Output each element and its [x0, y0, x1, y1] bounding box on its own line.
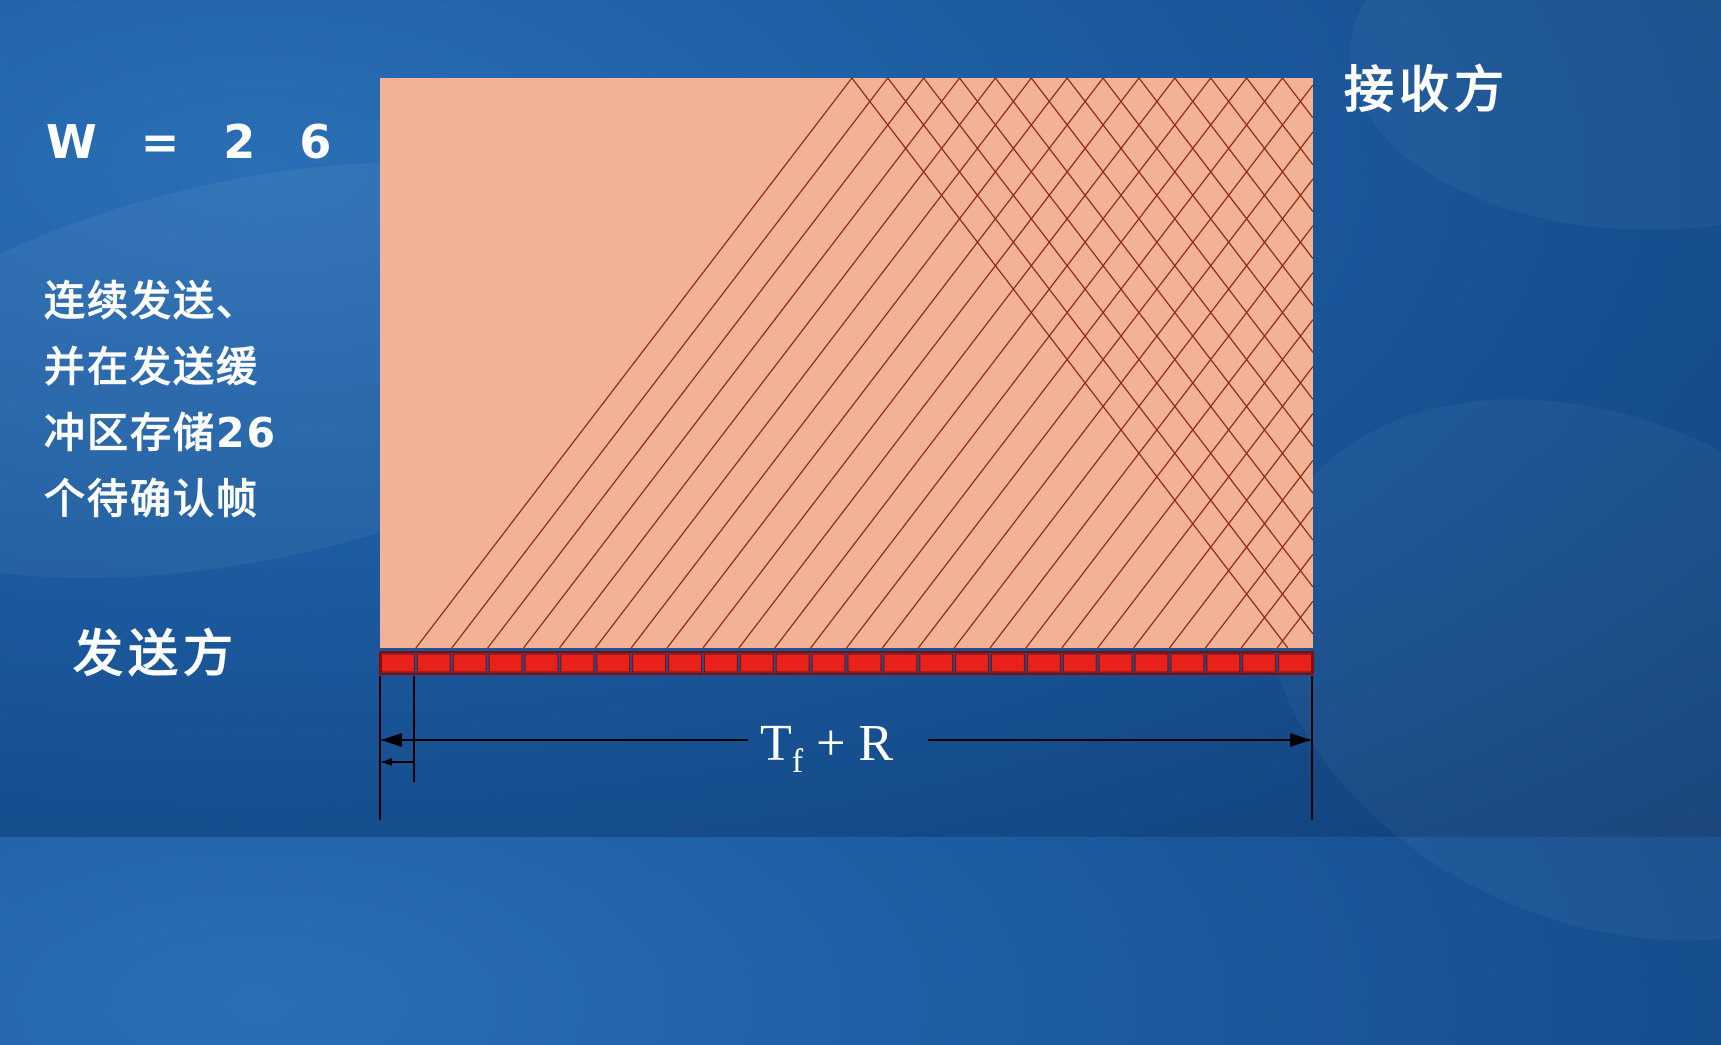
time-label: Tf + R: [760, 715, 893, 780]
frame-block: [703, 653, 738, 673]
frame-block: [1098, 653, 1133, 673]
frame-path-line: [487, 77, 925, 649]
frame-block: [632, 653, 667, 673]
frame-path-line: [738, 77, 1176, 649]
frame-path-line: [774, 77, 1212, 649]
frame-path-line: [989, 225, 1314, 649]
frame-path-line: [1240, 553, 1314, 649]
ack-path-line: [1030, 77, 1314, 447]
frame-path-line: [594, 77, 1032, 649]
ack-path-line: [1102, 77, 1314, 353]
frame-block: [1206, 653, 1241, 673]
ack-path-line: [1174, 77, 1314, 260]
frame-path-line: [702, 77, 1140, 649]
ack-path-line: [1246, 77, 1314, 166]
frame-block: [381, 653, 415, 673]
frame-block: [775, 653, 810, 673]
frame-strip-outline: [379, 651, 1314, 675]
frame-path-line: [415, 77, 853, 649]
ack-path-line: [923, 77, 1314, 588]
frame-block: [811, 653, 846, 673]
frame-path-line: [1025, 272, 1314, 649]
frame-block: [524, 653, 559, 673]
description-line: 个待确认帧: [44, 475, 259, 523]
frame-path-line: [666, 77, 1104, 649]
ack-path-line: [1066, 77, 1314, 400]
frame-path-line: [845, 77, 1284, 649]
frame-path-line: [451, 77, 889, 649]
frame-block: [991, 653, 1025, 673]
ack-path-line: [994, 77, 1314, 494]
ack-path-line: [959, 77, 1314, 541]
arrowhead: [1290, 733, 1311, 747]
description-line: 并在发送缓: [44, 343, 259, 391]
ack-path-line: [1138, 77, 1314, 306]
frame-block: [883, 653, 918, 673]
window-size-label: W = 2 6: [46, 115, 346, 169]
frame-path-line: [1168, 459, 1314, 649]
ack-path-line: [1281, 77, 1314, 119]
receiver-label: 接收方: [1344, 61, 1509, 119]
sent-frames: [381, 653, 1312, 673]
sliding-window-diagram: Tf + R: [379, 77, 1314, 820]
ack-path-line: [1210, 77, 1314, 213]
frame-path-line: [523, 77, 961, 649]
frame-block: [739, 653, 774, 673]
frame-block: [919, 653, 954, 673]
frame-block: [1242, 653, 1277, 673]
frame-path-line: [1276, 600, 1314, 649]
frame-block: [1170, 653, 1205, 673]
arrowhead: [382, 758, 392, 766]
frame-block: [668, 653, 702, 673]
frame-block: [596, 653, 631, 673]
description-line: 连续发送、: [44, 277, 259, 325]
ack-path-line: [887, 77, 1314, 635]
sender-label: 发送方: [73, 625, 238, 683]
frame-path-line: [881, 84, 1314, 649]
frame-block: [1278, 653, 1312, 673]
frame-block: [416, 653, 451, 673]
frame-path-line: [1133, 413, 1314, 649]
frame-path-line: [558, 77, 996, 649]
frame-path-line: [630, 77, 1068, 649]
time-dimension: [379, 676, 1313, 820]
frame-block: [1026, 653, 1061, 673]
frame-paths: [415, 77, 1314, 649]
frame-block: [1134, 653, 1169, 673]
frame-path-line: [810, 77, 1248, 649]
frame-path-line: [1204, 506, 1314, 649]
frame-block: [847, 653, 882, 673]
description-text: 连续发送、 并在发送缓 冲区存储26 个待确认帧: [44, 268, 344, 532]
description-line: 冲区存储26: [44, 409, 278, 457]
arrowhead: [381, 733, 402, 747]
frame-path-line: [1097, 366, 1314, 649]
frame-block: [488, 653, 523, 673]
channel-area: [380, 78, 1313, 648]
frame-path-line: [1061, 319, 1314, 649]
frame-block: [560, 653, 595, 673]
frame-block: [452, 653, 487, 673]
frame-path-line: [917, 131, 1314, 649]
frame-block: [955, 653, 990, 673]
frame-block: [1062, 653, 1097, 673]
ack-path-line: [851, 77, 1289, 649]
frame-path-line: [953, 178, 1314, 649]
